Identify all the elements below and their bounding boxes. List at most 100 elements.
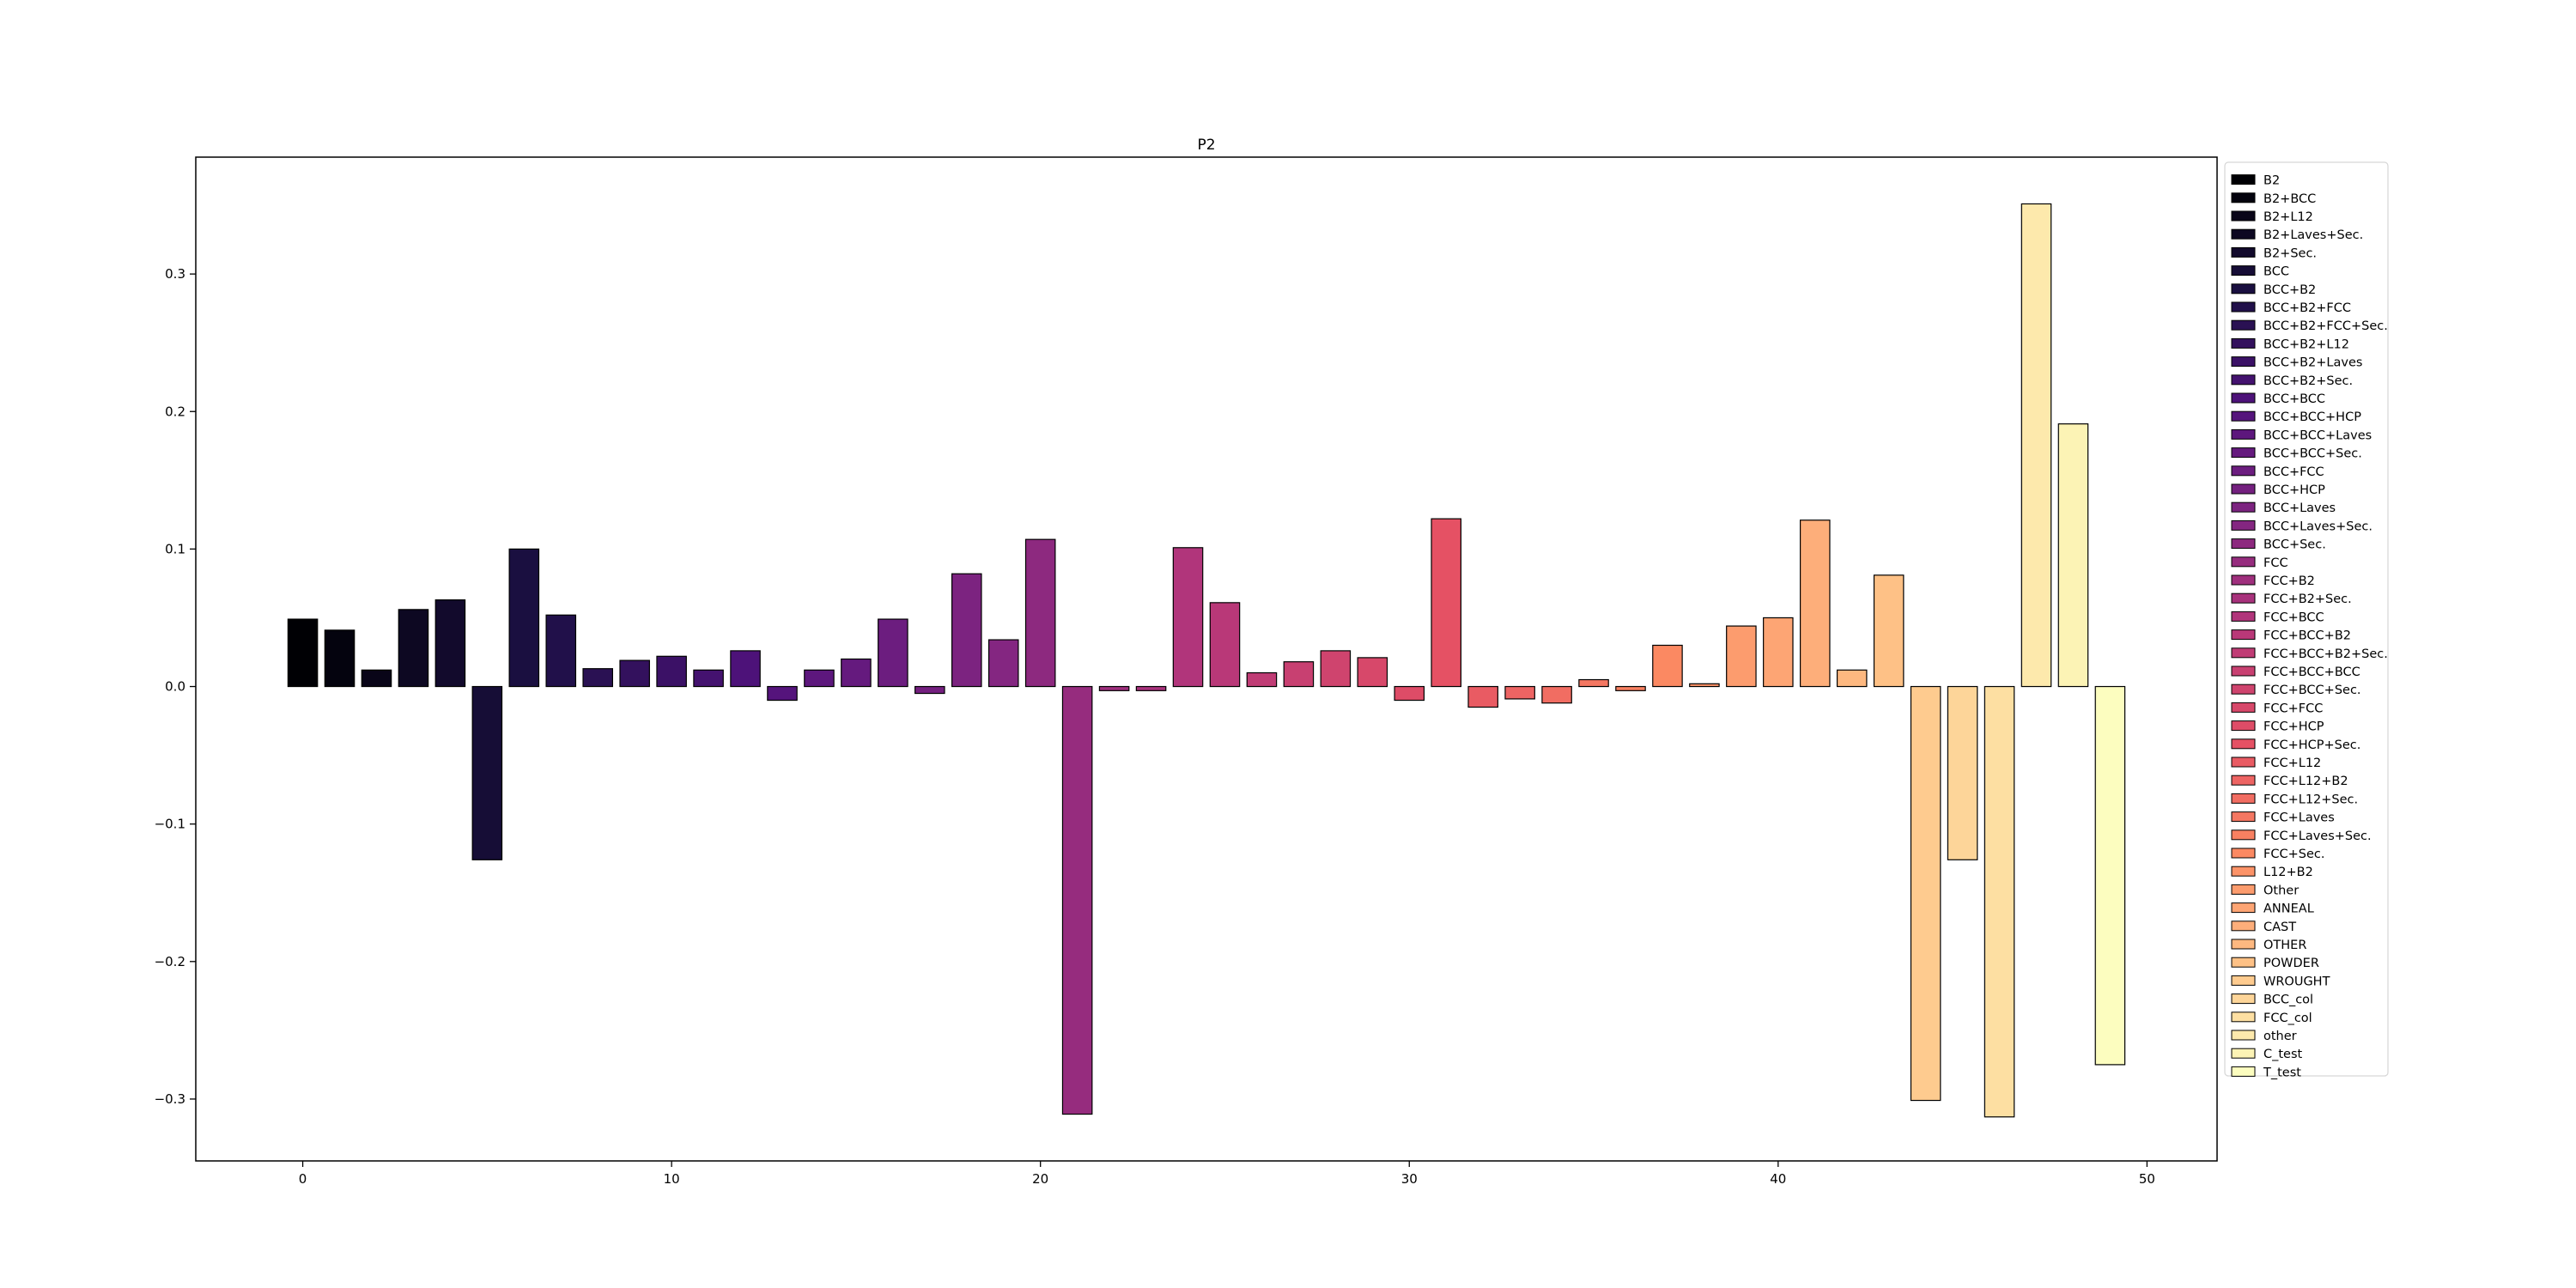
legend-entry-label: BCC+HCP [2263, 483, 2325, 497]
x-tick-label: 30 [1401, 1171, 1418, 1187]
legend-swatch [2231, 174, 2256, 185]
legend-swatch [2231, 210, 2256, 222]
y-tick-label: −0.3 [155, 1091, 185, 1107]
bar-FCC+HCP [1394, 685, 1425, 702]
legend-swatch [2231, 720, 2256, 732]
legend-swatch [2231, 410, 2256, 422]
y-axis: −0.3 −0.2 −0.1 0.0 0.1 0.2 0.3 [155, 266, 196, 1107]
legend-entry-label: B2+L12 [2263, 210, 2313, 224]
bar-FCC+BCC+B2 [1209, 602, 1241, 688]
bar-FCC+HCP+Sec. [1431, 518, 1461, 688]
legend-swatch [2231, 975, 2256, 986]
x-tick-label: 0 [299, 1171, 307, 1187]
legend-swatch [2231, 574, 2256, 586]
bars-layer [287, 203, 2126, 1118]
legend-entry-label: FCC+BCC+Sec. [2263, 683, 2361, 697]
legend-swatch [2231, 592, 2256, 604]
bar-FCC+L12+B2 [1504, 685, 1535, 700]
legend-entry-label: BCC+B2+L12 [2263, 337, 2349, 351]
bar-ANNEAL [1763, 617, 1794, 688]
legend-swatch [2231, 920, 2256, 932]
x-tick-label: 10 [664, 1171, 680, 1187]
bar-FCC+B2+Sec. [1135, 685, 1167, 691]
legend-entry-label: FCC+BCC+BCC [2263, 665, 2360, 679]
x-tick-label: 20 [1032, 1171, 1048, 1187]
legend-swatch [2231, 629, 2256, 641]
legend-entry-label: FCC+B2 [2263, 574, 2315, 588]
legend-entry-label: BCC [2263, 265, 2289, 279]
legend-entry-label: BCC+BCC+HCP [2263, 410, 2361, 424]
bar-other [2020, 203, 2052, 688]
legend-entry-label: B2 [2263, 174, 2280, 188]
legend-entry-label: FCC+B2+Sec. [2263, 592, 2352, 606]
legend-entry-label: BCC+FCC [2263, 465, 2324, 479]
bar-Other [1726, 625, 1757, 688]
bar-BCC+Laves+Sec. [987, 639, 1019, 688]
legend-swatch [2231, 556, 2256, 568]
y-tick-label: −0.1 [155, 817, 185, 832]
legend-entry-label: FCC+L12+Sec. [2263, 793, 2358, 806]
legend-swatch [2231, 793, 2256, 804]
bar-BCC [471, 685, 503, 860]
legend-swatch [2231, 1012, 2256, 1023]
legend-swatch [2231, 665, 2256, 677]
bar-FCC+Laves+Sec. [1615, 685, 1646, 691]
x-axis: 0 10 20 30 40 50 [299, 1161, 2155, 1187]
legend: B2 B2+BCC B2+L12 B2+Laves+Sec. B2+Sec. BCC BCC… [2224, 161, 2389, 1079]
legend-swatch [2231, 1066, 2256, 1077]
legend-entry-label: T_test [2263, 1066, 2301, 1079]
legend-swatch [2231, 483, 2256, 495]
bar-FCC+BCC [1172, 547, 1204, 688]
legend-entry-label: BCC+BCC [2263, 392, 2325, 406]
legend-swatch [2231, 829, 2256, 841]
legend-swatch [2231, 993, 2256, 1005]
legend-entry-label: other [2263, 1030, 2297, 1043]
legend-swatch [2231, 428, 2256, 440]
legend-entry-label: B2+BCC [2263, 192, 2316, 206]
bar-BCC+Sec. [1024, 538, 1056, 688]
bar-FCC+L12 [1467, 685, 1498, 708]
bar-BCC+Laves [951, 573, 982, 688]
bar-WROUGHT [1910, 685, 1941, 1102]
legend-swatch [2231, 884, 2256, 895]
legend-entry-label: POWDER [2263, 957, 2319, 970]
legend-entry-label: B2+Sec. [2263, 246, 2317, 260]
bar-B2+BCC [324, 629, 355, 688]
bar-BCC+B2+L12 [619, 659, 650, 688]
bar-BCC+B2+FCC [545, 614, 577, 688]
legend-entry-label: BCC_col [2263, 993, 2313, 1007]
bar-B2 [287, 618, 319, 688]
legend-entry-label: FCC+HCP+Sec. [2263, 738, 2360, 752]
bar-BCC+B2 [508, 548, 540, 688]
legend-entry-label: FCC+L12 [2263, 756, 2321, 770]
legend-swatch [2231, 611, 2256, 622]
legend-swatch [2231, 848, 2256, 859]
legend-swatch [2231, 374, 2256, 386]
plot-area-frame [195, 156, 2218, 1162]
bar-BCC+FCC [878, 618, 908, 688]
bar-BCC+BCC+Laves [804, 669, 835, 688]
bar-OTHER [1836, 669, 1868, 688]
bar-FCC+Laves [1578, 678, 1609, 688]
bar-BCC+BCC [730, 650, 761, 688]
bar-CAST [1799, 519, 1831, 688]
legend-entry-label: B2+Laves+Sec. [2263, 228, 2363, 242]
legend-swatch [2231, 702, 2256, 713]
legend-entry-label: BCC+B2+FCC [2263, 301, 2351, 315]
legend-entry-label: FCC+BCC+B2+Sec. [2263, 647, 2388, 661]
legend-swatch [2231, 811, 2256, 823]
legend-entry-label: FCC+BCC [2263, 611, 2324, 624]
legend-swatch [2231, 319, 2256, 331]
legend-frame [2224, 161, 2389, 1077]
legend-swatch [2231, 501, 2256, 513]
legend-entry-label: BCC+B2+Sec. [2263, 374, 2353, 388]
legend-entry-label: BCC+B2+Laves [2263, 356, 2362, 370]
legend-swatch [2231, 519, 2256, 531]
legend-entry-label: BCC+Laves+Sec. [2263, 519, 2372, 533]
legend-swatch [2231, 939, 2256, 950]
legend-swatch [2231, 228, 2256, 240]
bar-FCC+FCC [1357, 657, 1388, 688]
bar-FCC [1061, 685, 1093, 1115]
legend-entry-label: FCC+Laves [2263, 811, 2335, 825]
legend-entry-label: BCC+B2+FCC+Sec. [2263, 319, 2388, 333]
